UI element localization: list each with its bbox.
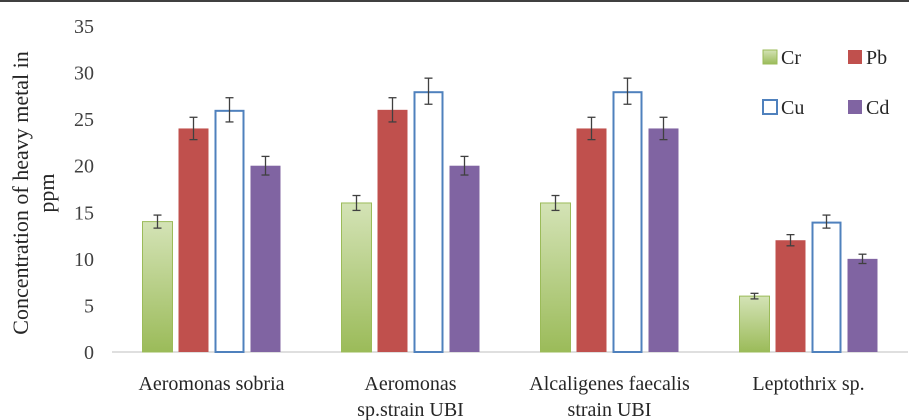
error-bar-cr (551, 194, 560, 212)
legend-label-pb: Pb (866, 47, 887, 69)
bar-cr (540, 202, 571, 353)
error-bar-cu (225, 97, 234, 123)
legend-swatch-cu (762, 99, 778, 115)
legend-label-cr: Cr (781, 47, 801, 69)
error-bar-cd (659, 116, 668, 141)
error-bar-cd (858, 253, 867, 265)
bar-cu (811, 221, 842, 353)
error-bar-cu (822, 214, 831, 229)
y-tick-label: 0 (84, 342, 94, 364)
bar-pb (775, 240, 806, 352)
error-bar-cr (352, 194, 361, 212)
error-bar-cr (750, 292, 759, 300)
bar-pb (576, 128, 607, 352)
error-bars (153, 77, 867, 300)
y-tick-labels: 0 5 10 15 20 25 30 35 (74, 16, 94, 364)
error-bar-pb (786, 233, 795, 247)
error-bar-cd (460, 155, 469, 176)
error-bar-cu (623, 77, 632, 105)
y-axis-title: Concentration of heavy metal in ppm (8, 51, 59, 334)
error-bar-cu (424, 77, 433, 105)
bar-cr (142, 221, 173, 353)
error-bar-pb (388, 97, 397, 123)
x-category-label: sp.strain UBI (357, 399, 464, 420)
x-category-label: Alcaligenes faecalis (529, 373, 690, 395)
bar-cd (648, 128, 679, 352)
bar-pb (178, 128, 209, 352)
bar-cr (739, 295, 770, 353)
bar-pb (377, 109, 408, 352)
y-tick-label: 10 (74, 249, 94, 271)
error-bar-pb (189, 116, 198, 141)
legend-swatch-pb (848, 50, 862, 64)
legend-label-cu: Cu (781, 97, 804, 119)
error-bar-pb (587, 116, 596, 141)
x-category-label: Leptothrix sp. (752, 373, 864, 395)
y-axis-title-line: Concentration of heavy metal in (8, 51, 33, 334)
x-category-label: strain UBI (568, 399, 652, 420)
legend: Cr Pb Cu Cd (762, 47, 889, 119)
error-bar-cr (153, 214, 162, 229)
bars (142, 91, 878, 354)
bar-cu (413, 91, 444, 353)
legend-swatch-cd (848, 100, 862, 114)
y-tick-label: 15 (74, 202, 94, 224)
legend-swatch-cr (762, 49, 778, 65)
error-bar-cd (261, 155, 270, 176)
bar-cu (612, 91, 643, 353)
x-category-label: Aeromonas (364, 373, 456, 395)
y-tick-label: 30 (74, 63, 94, 85)
y-tick-label: 25 (74, 109, 94, 131)
y-axis-title-line: ppm (34, 173, 59, 212)
bar-cd (449, 165, 480, 352)
y-tick-label: 20 (74, 156, 94, 178)
category-labels: Aeromonas sobria Aeromonas sp.strain UBI Al… (138, 373, 864, 420)
bar-cr (341, 202, 372, 353)
y-tick-label: 5 (84, 295, 94, 317)
bar-cd (847, 258, 878, 352)
y-tick-label: 35 (74, 16, 94, 38)
legend-label-cd: Cd (866, 97, 889, 119)
bar-cd (250, 165, 281, 352)
x-category-label: Aeromonas sobria (138, 373, 284, 395)
bar-cu (214, 109, 245, 354)
